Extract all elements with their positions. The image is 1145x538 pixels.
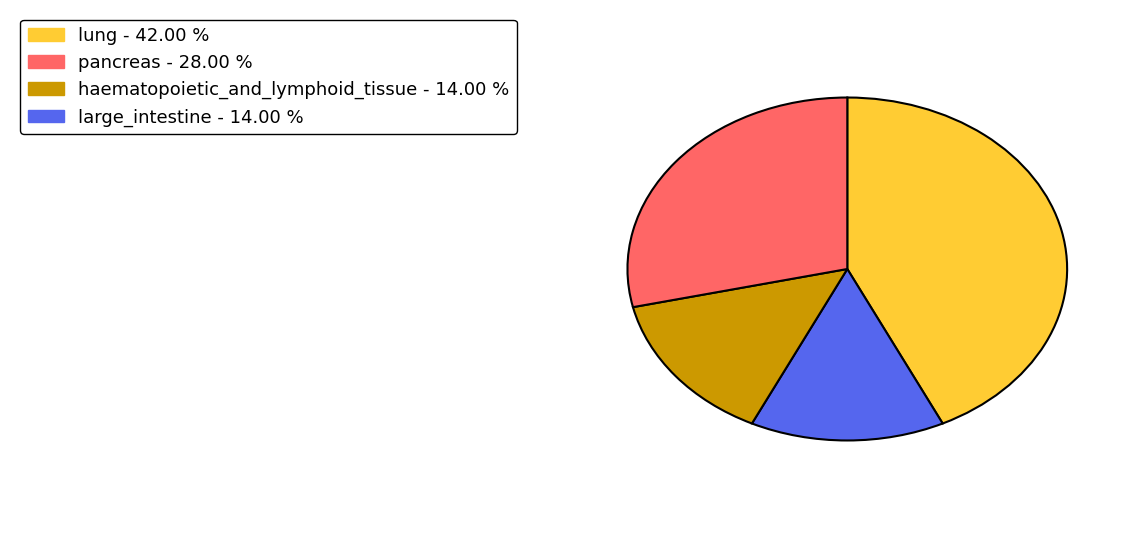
Wedge shape bbox=[627, 97, 847, 307]
Wedge shape bbox=[752, 269, 942, 441]
Wedge shape bbox=[633, 269, 847, 423]
Wedge shape bbox=[847, 97, 1067, 423]
Legend: lung - 42.00 %, pancreas - 28.00 %, haematopoietic_and_lymphoid_tissue - 14.00 %: lung - 42.00 %, pancreas - 28.00 %, haem… bbox=[21, 20, 516, 134]
